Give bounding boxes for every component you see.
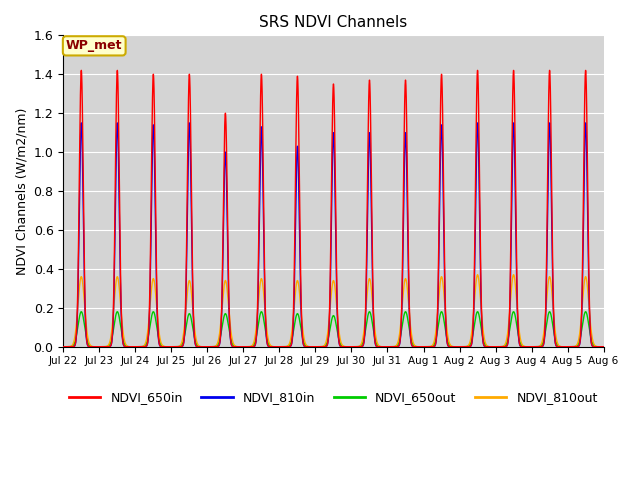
Title: SRS NDVI Channels: SRS NDVI Channels (259, 15, 408, 30)
Y-axis label: NDVI Channels (W/m2/nm): NDVI Channels (W/m2/nm) (15, 108, 28, 275)
Legend: NDVI_650in, NDVI_810in, NDVI_650out, NDVI_810out: NDVI_650in, NDVI_810in, NDVI_650out, NDV… (64, 386, 603, 409)
Text: WP_met: WP_met (66, 39, 122, 52)
